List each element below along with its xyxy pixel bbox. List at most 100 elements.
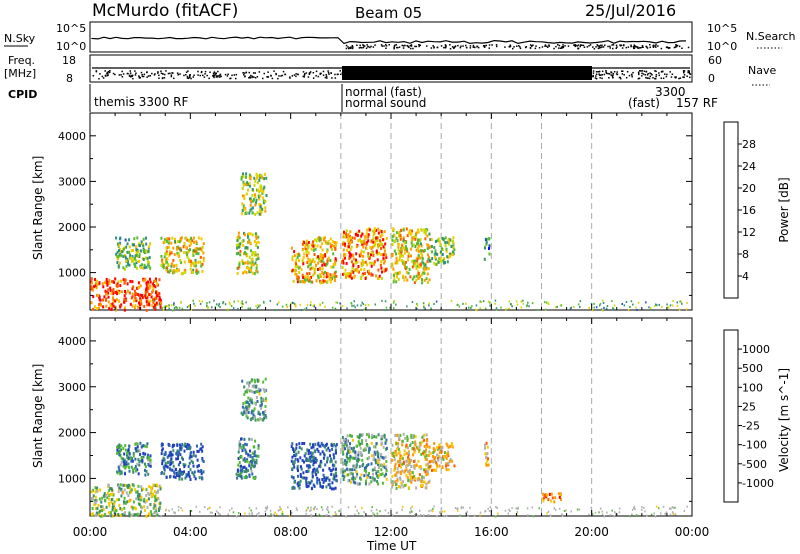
data-cell [237,243,240,246]
data-cell [434,469,437,473]
data-cell [153,279,156,283]
data-cell [133,467,136,470]
nsearch-point [398,46,401,48]
nsearch-point [589,44,592,46]
data-cell [439,450,441,454]
nsearch-point [638,47,641,49]
data-cell [401,243,404,247]
data-cell [645,301,647,304]
data-cell [323,236,326,240]
data-cell [425,454,428,458]
data-cell [374,242,377,246]
data-blob [90,277,163,312]
data-cell [451,444,454,448]
data-cell [352,475,355,479]
data-cell [295,446,298,450]
data-cell [416,447,419,451]
data-cell [444,241,447,244]
data-cell [217,304,220,307]
data-cell [373,263,376,266]
data-cell [373,260,376,264]
cpid-program-4: (fast) [390,85,422,99]
data-cell [250,261,253,265]
nsearch-point [476,45,478,48]
nave-point [616,71,618,73]
data-cell [265,399,268,403]
data-cell [382,434,385,438]
power-panel [89,112,693,311]
nsearch-point [488,47,490,49]
data-cell [243,410,246,414]
data-cell [298,486,301,490]
data-cell [367,233,370,237]
data-cell [370,480,373,484]
data-cell [343,230,345,234]
data-cell [117,446,120,450]
data-cell [318,239,321,243]
cpid-label: CPID [8,88,37,101]
data-cell [420,249,423,253]
data-cell [241,240,244,244]
nave-point [165,70,167,72]
data-cell [183,449,186,453]
data-cell [138,244,141,247]
data-cell [368,472,370,475]
nave-point [613,71,616,73]
data-cell [362,250,365,254]
data-cell [425,457,428,461]
data-cell [188,461,191,465]
data-cell [419,249,422,253]
data-cell [253,460,256,464]
data-cell [346,272,349,276]
data-cell [470,306,472,309]
data-cell [256,174,259,178]
data-cell [158,303,160,306]
data-cell [334,513,337,516]
data-cell [273,513,275,516]
data-cell [348,449,351,452]
data-cell [147,286,150,290]
data-cell [172,449,175,453]
data-cell [124,444,127,448]
data-cell [432,447,435,451]
data-cell [312,240,314,244]
data-cell [443,455,446,459]
data-cell [367,304,370,307]
data-cell [421,480,424,484]
data-cell [406,476,409,480]
data-cell [370,250,373,254]
data-cell [152,289,155,292]
data-cell [354,456,357,460]
data-cell [311,459,314,463]
data-cell [175,451,178,455]
data-cell [119,463,122,467]
data-cell [325,275,328,279]
nave-point [675,76,677,78]
data-cell [136,442,139,446]
data-cell [441,445,444,449]
nsearch-point [555,45,557,48]
data-cell [135,249,138,253]
data-cell [321,508,324,511]
data-cell [366,457,369,461]
data-cell [353,446,355,450]
data-cell [238,473,241,477]
data-cell [332,477,335,481]
data-cell [100,505,103,509]
nave-point [640,70,642,72]
nsearch-point [623,44,625,47]
data-cell [414,440,417,444]
data-cell [363,268,366,272]
nsearch-point [381,45,383,47]
data-cell [243,457,246,461]
data-cell [327,256,330,260]
nsearch-point [599,44,602,47]
data-cell [376,252,379,256]
data-cell [446,260,449,264]
data-cell [255,198,258,202]
data-cell [636,309,638,311]
nsearch-point [538,47,541,49]
data-cell [213,299,215,302]
data-cell [108,501,110,505]
data-cell [299,303,301,306]
